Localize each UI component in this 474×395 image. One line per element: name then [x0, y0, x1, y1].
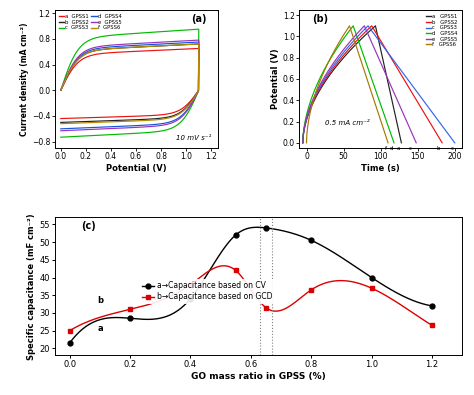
Text: c: c [450, 146, 453, 151]
Text: a: a [97, 324, 103, 333]
Text: f: f [385, 146, 387, 151]
X-axis label: Time (s): Time (s) [361, 164, 400, 173]
Text: b: b [97, 296, 103, 305]
Text: (a): (a) [191, 14, 206, 24]
Text: 10 mV s⁻¹: 10 mV s⁻¹ [176, 135, 211, 141]
Legend: a  GPSS1, b  GPSS2, c  GPSS3, d  GPSS4, e  GPSS5, f  GPSS6: a GPSS1, b GPSS2, c GPSS3, d GPSS4, e GP… [57, 13, 123, 32]
Text: (c): (c) [81, 221, 96, 231]
Y-axis label: Current density (mA cm⁻²): Current density (mA cm⁻²) [20, 22, 29, 136]
X-axis label: GO mass ratio in GPSS (%): GO mass ratio in GPSS (%) [191, 372, 326, 381]
Text: a: a [397, 146, 400, 151]
Legend: a→Capacitance based on CV, b→Capacitance based on GCD: a→Capacitance based on CV, b→Capacitance… [140, 279, 274, 304]
Text: b: b [437, 146, 440, 151]
X-axis label: Potential (V): Potential (V) [106, 164, 166, 173]
Text: (b): (b) [312, 14, 328, 24]
Y-axis label: Potential (V): Potential (V) [271, 49, 280, 109]
Text: d: d [390, 146, 393, 151]
Legend: a   GPSS1, b   GPSS2, c   GPSS3, d   GPSS4, e   GPSS5, f   GPSS6: a GPSS1, b GPSS2, c GPSS3, d GPSS4, e GP… [424, 13, 459, 49]
Text: c: c [409, 146, 412, 151]
Y-axis label: Specific capacitance (mF cm⁻²): Specific capacitance (mF cm⁻²) [27, 213, 36, 360]
Text: 0.5 mA cm⁻²: 0.5 mA cm⁻² [325, 120, 370, 126]
